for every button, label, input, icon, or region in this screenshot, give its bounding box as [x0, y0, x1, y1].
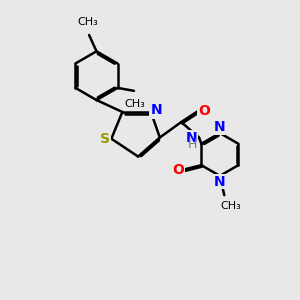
Text: N: N — [214, 120, 226, 134]
Text: S: S — [100, 132, 110, 146]
Text: H: H — [188, 138, 198, 151]
Text: O: O — [198, 104, 210, 118]
Text: N: N — [186, 130, 198, 145]
Text: CH₃: CH₃ — [77, 17, 98, 27]
Text: N: N — [150, 103, 162, 118]
Text: CH₃: CH₃ — [220, 201, 241, 211]
Text: CH₃: CH₃ — [124, 99, 145, 109]
Text: O: O — [172, 163, 184, 177]
Text: N: N — [214, 175, 226, 189]
